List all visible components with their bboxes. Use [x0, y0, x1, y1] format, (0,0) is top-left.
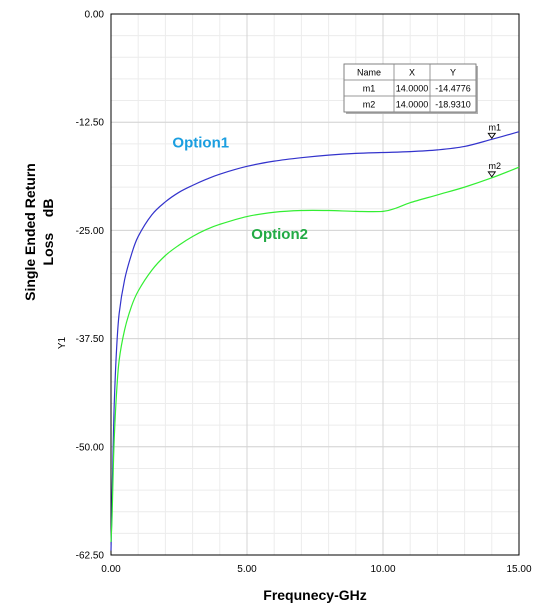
x-tick-label: 15.00 [506, 564, 531, 575]
table-value: -18.9310 [435, 100, 471, 110]
series-label-option2: Option2 [251, 226, 308, 243]
y-axis-title-line-2: Loss dB [40, 199, 56, 266]
table-header: Name [357, 68, 381, 78]
table-value: 14.0000 [396, 100, 429, 110]
table-cell [429, 95, 477, 113]
x-tick-label: 0.00 [101, 564, 121, 575]
series-label-option1: Option1 [172, 134, 229, 151]
marker-triangle-m2 [487, 171, 497, 178]
y-axis-title: Single Ended Return Loss dB [22, 163, 56, 301]
marker-label-m1: m1 [489, 122, 502, 132]
table-value: 14.0000 [396, 84, 429, 94]
series-lines [110, 131, 520, 551]
marker-triangle-m1 [487, 132, 497, 140]
series-labels: Option1 Option2 [172, 134, 308, 243]
series-line-option2 [110, 166, 520, 543]
y-tick-label: -50.00 [76, 442, 105, 453]
x-tick-label: 5.00 [237, 564, 257, 575]
y-axis-name: Y1 [57, 336, 68, 349]
y-tick-label: -37.50 [76, 334, 105, 345]
x-tick-label: 10.00 [370, 564, 395, 575]
data-markers: m1 m2 [487, 122, 502, 178]
series-line-option1 [110, 131, 520, 551]
marker-label-m2: m2 [489, 161, 502, 171]
plot-area-frame [110, 13, 520, 556]
x-axis-title: Frequnecy-GHz [263, 587, 366, 603]
y-tick-label: 0.00 [85, 10, 105, 21]
table-value: m1 [363, 84, 376, 94]
table-header: Y [450, 68, 456, 78]
y-tick-label: -25.00 [76, 226, 105, 237]
table-frame [343, 63, 477, 113]
table-value: -14.4776 [435, 84, 471, 94]
table-value: m2 [363, 100, 376, 110]
y-tick-label: -12.50 [76, 118, 105, 129]
axis-ticks: 0.00 5.00 10.00 15.00 0.00 -12.50 -25.00 -37.50… [76, 10, 532, 576]
y-tick-label: -62.50 [76, 551, 105, 562]
marker-table: Name X Ym1 14.0000 -14.4776 m2 14.0000 -18.9310 [343, 63, 478, 114]
table-header: X [409, 68, 415, 78]
y-axis-title-line-1: Single Ended Return [22, 163, 38, 301]
